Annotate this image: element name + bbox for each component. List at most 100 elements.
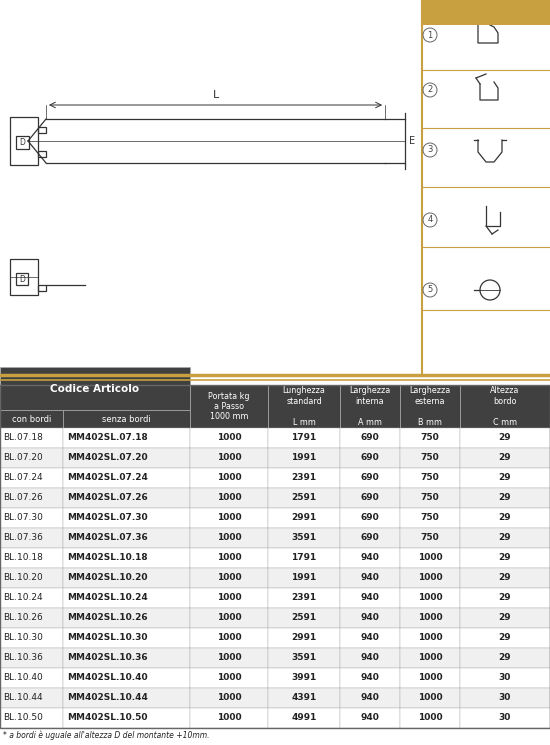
Bar [340, 688, 400, 708]
Bar [400, 528, 460, 548]
Bar [340, 608, 400, 628]
Bar [400, 688, 460, 708]
Text: Codice Articolo: Codice Articolo [51, 384, 140, 393]
Bar [0, 648, 63, 668]
Text: 750: 750 [421, 434, 439, 443]
Bar [190, 488, 268, 508]
Bar [340, 668, 400, 688]
Bar [63, 548, 190, 568]
Bar [400, 448, 460, 468]
Text: 29: 29 [499, 493, 512, 502]
Text: 690: 690 [361, 434, 379, 443]
Text: 1991: 1991 [292, 574, 317, 583]
Bar [400, 568, 460, 588]
Bar [0, 428, 63, 448]
Bar [268, 548, 340, 568]
Bar [460, 548, 550, 568]
Bar [460, 385, 550, 428]
Bar [0, 568, 63, 588]
Bar [340, 588, 400, 608]
Text: 3991: 3991 [292, 673, 317, 682]
Text: 940: 940 [361, 574, 379, 583]
Text: MM402SL.10.20: MM402SL.10.20 [67, 574, 147, 583]
Text: MM402SL.07.30: MM402SL.07.30 [67, 513, 147, 522]
Text: 2391: 2391 [292, 474, 317, 483]
Text: con bordi: con bordi [12, 414, 51, 423]
Text: 1000: 1000 [217, 633, 241, 642]
Bar [340, 508, 400, 528]
Bar [268, 708, 340, 728]
Bar [268, 448, 340, 468]
Text: MM402SL.10.26: MM402SL.10.26 [67, 613, 147, 623]
Text: 29: 29 [499, 633, 512, 642]
Text: 2391: 2391 [292, 594, 317, 603]
Text: MM402SL.10.30: MM402SL.10.30 [67, 633, 147, 642]
Bar [340, 468, 400, 488]
Bar [460, 588, 550, 608]
Text: 1000: 1000 [217, 673, 241, 682]
Text: 750: 750 [421, 513, 439, 522]
Bar [400, 468, 460, 488]
Text: 1000: 1000 [217, 533, 241, 542]
Bar [38, 127, 46, 133]
Text: 1000: 1000 [217, 554, 241, 562]
Text: BL.10.20: BL.10.20 [3, 574, 43, 583]
Bar [63, 628, 190, 648]
Text: 2991: 2991 [292, 513, 317, 522]
Text: 29: 29 [499, 574, 512, 583]
Text: 4: 4 [427, 215, 433, 224]
Text: BL.10.44: BL.10.44 [3, 694, 43, 703]
Text: 750: 750 [421, 533, 439, 542]
Bar [340, 628, 400, 648]
Text: Larghezza
interna

A mm: Larghezza interna A mm [349, 387, 390, 427]
Bar [0, 385, 550, 728]
Text: 940: 940 [361, 673, 379, 682]
Bar [460, 428, 550, 448]
Text: 2991: 2991 [292, 633, 317, 642]
Bar [0, 488, 63, 508]
Text: MM402SL.07.36: MM402SL.07.36 [67, 533, 148, 542]
Bar [190, 508, 268, 528]
Text: 29: 29 [499, 613, 512, 623]
Bar [400, 428, 460, 448]
Text: MM402SL.10.18: MM402SL.10.18 [67, 554, 147, 562]
Bar [268, 648, 340, 668]
Bar [0, 448, 63, 468]
Bar [340, 448, 400, 468]
Bar [400, 628, 460, 648]
Text: 690: 690 [361, 513, 379, 522]
Bar [63, 648, 190, 668]
Bar [340, 428, 400, 448]
Bar [268, 428, 340, 448]
Text: 940: 940 [361, 633, 379, 642]
Bar [10, 259, 38, 295]
Bar [400, 668, 460, 688]
Text: BL.10.24: BL.10.24 [3, 594, 43, 603]
Bar [268, 568, 340, 588]
Bar [460, 468, 550, 488]
Text: 2591: 2591 [292, 493, 317, 502]
Text: 1000: 1000 [217, 653, 241, 662]
Bar [0, 608, 63, 628]
Text: BL.07.36: BL.07.36 [3, 533, 43, 542]
Bar [190, 568, 268, 588]
Text: 1000: 1000 [217, 493, 241, 502]
Text: D: D [19, 274, 25, 284]
Bar [38, 151, 46, 157]
Bar [190, 428, 268, 448]
Text: 29: 29 [499, 513, 512, 522]
Text: BL.10.18: BL.10.18 [3, 554, 43, 562]
Bar [63, 568, 190, 588]
Bar [0, 468, 63, 488]
Bar [268, 608, 340, 628]
Bar [340, 528, 400, 548]
Text: 29: 29 [499, 653, 512, 662]
Text: MM402SL.10.44: MM402SL.10.44 [67, 694, 148, 703]
Bar [190, 385, 268, 428]
Bar [190, 708, 268, 728]
Bar [63, 688, 190, 708]
Text: 940: 940 [361, 694, 379, 703]
Bar [400, 488, 460, 508]
Bar [460, 448, 550, 468]
Text: BL.07.26: BL.07.26 [3, 493, 43, 502]
